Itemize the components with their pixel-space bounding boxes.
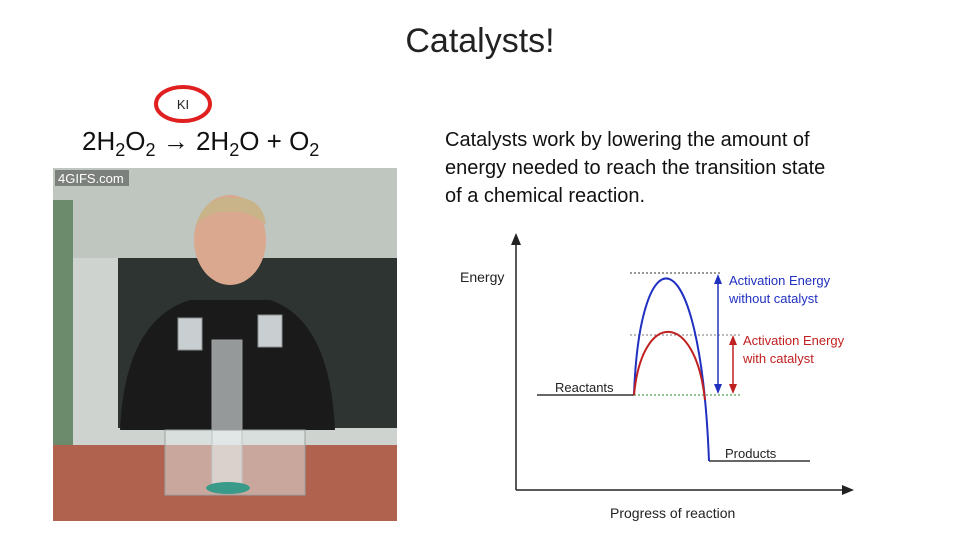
catalyzed-label: Activation Energy [743,333,845,348]
watermark: 4GIFS.com [58,171,124,186]
subscript: 2 [229,140,240,160]
arrowhead [714,384,722,394]
products-label: Products [725,446,777,461]
catalyzed-curve [633,330,706,401]
body-line: energy needed to reach the transition st… [445,157,826,179]
uncatalyzed-curve [633,277,710,462]
catalyzed-label: with catalyst [742,351,814,366]
arrowhead [729,335,737,345]
body-line: of a chemical reaction. [445,185,646,207]
equation-part: O + O [239,126,310,156]
photo: 4GIFS.com [53,168,397,521]
equation-part: O [125,126,146,156]
uncatalyzed-label: Activation Energy [729,273,831,288]
uncatalyzed-label: without catalyst [728,291,818,306]
energy-diagram: Energy Progress of reaction Reactants Pr… [460,233,854,521]
equation-part: 2H [82,126,116,156]
y-axis-label: Energy [460,269,504,285]
catalyst-ring [154,85,212,123]
equation-part: → 2H [155,126,230,156]
equation: 2H2O2 → 2H2O + O2 [82,126,319,161]
body-line: Catalysts work by lowering the amount of [445,129,810,151]
y-axis-arrow [511,233,521,245]
subscript: 2 [309,140,320,160]
slide-title: Catalysts! [405,22,555,60]
body-text: Catalysts work by lowering the amount of… [445,126,825,210]
arrowhead [714,274,722,284]
catalyst-label: KI [177,97,189,112]
x-axis-arrow [842,485,854,495]
arrowhead [729,384,737,394]
x-axis-label: Progress of reaction [610,505,735,521]
subscript: 2 [115,140,126,160]
reactants-label: Reactants [555,380,614,395]
subscript: 2 [145,140,156,160]
